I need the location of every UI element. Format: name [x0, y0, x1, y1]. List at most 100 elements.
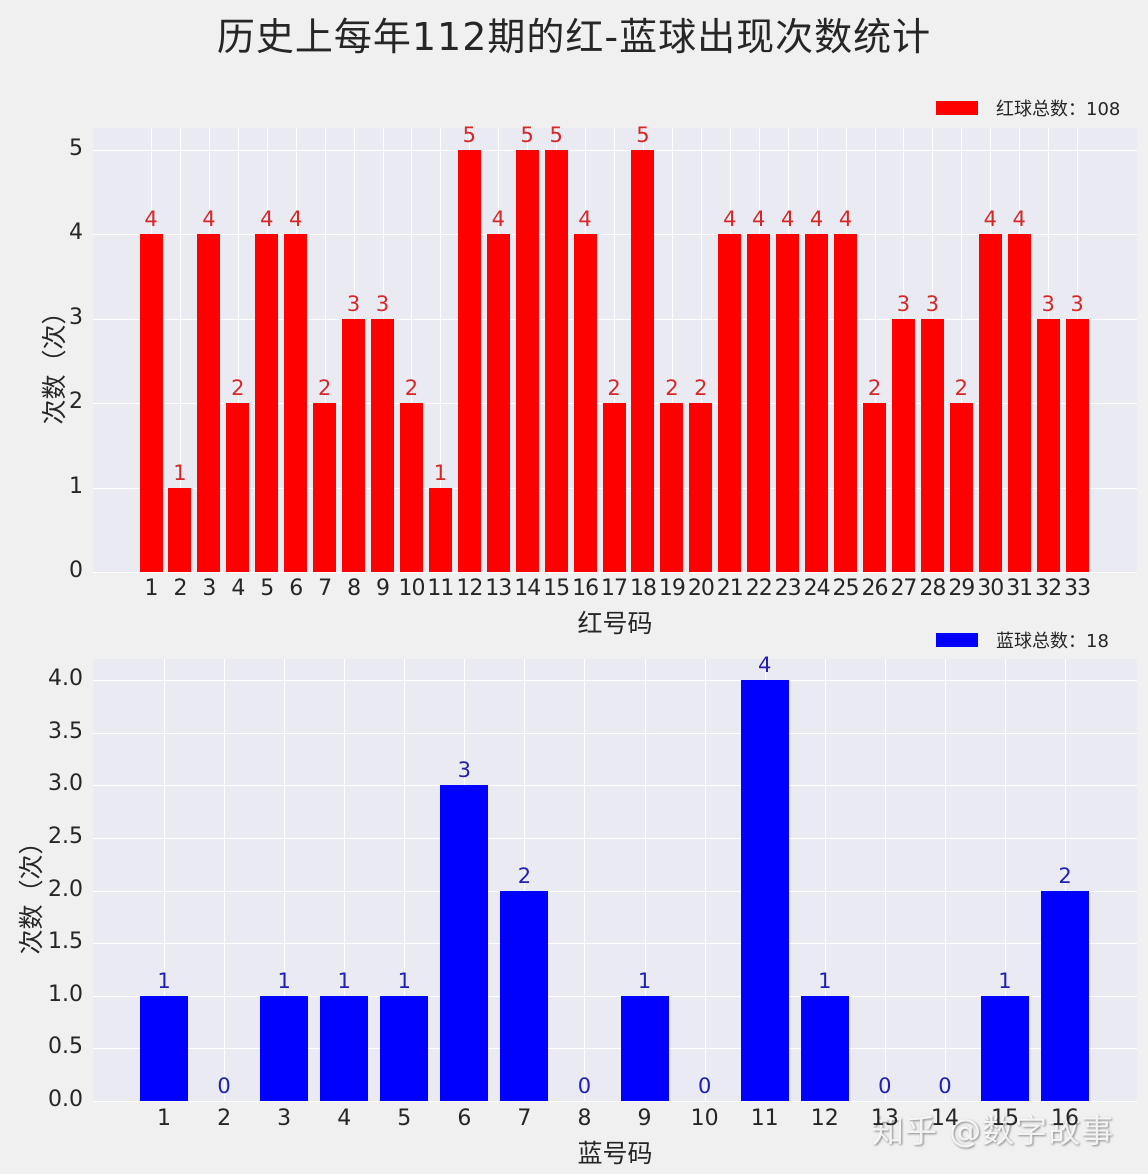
blue-bar: [800, 995, 849, 1101]
blue-bar-value-label: 1: [337, 968, 351, 993]
red-bar-value-label: 4: [809, 207, 824, 232]
red-x-tick: 8: [347, 576, 361, 601]
red-bar-value-label: 2: [694, 376, 708, 401]
red-gridline-v: [700, 128, 702, 572]
blue-gridline-h: [93, 1101, 1137, 1102]
red-bar: [891, 318, 915, 572]
red-bar: [371, 318, 395, 572]
red-x-tick: 19: [658, 576, 686, 601]
figure-title: 历史上每年112期的红-蓝球出现次数统计: [216, 15, 932, 59]
red-bar-value-label: 5: [520, 123, 534, 147]
blue-legend: 蓝球总数：18: [936, 627, 1109, 653]
blue-x-tick: 11: [750, 1106, 779, 1131]
red-x-tick: 23: [774, 576, 802, 601]
red-gridline-h: [93, 572, 1137, 573]
red-bar: [718, 234, 742, 572]
blue-bar: [620, 995, 669, 1101]
blue-bar-value-label: 0: [878, 1074, 892, 1098]
blue-gridline-v: [824, 659, 826, 1101]
red-gridline-v: [874, 128, 876, 572]
blue-y-tick: 0.0: [48, 1087, 83, 1112]
red-x-tick: 3: [202, 576, 216, 601]
red-x-tick: 20: [687, 576, 715, 601]
blue-gridline-h: [93, 890, 1137, 892]
red-y-tick: 0: [69, 558, 83, 583]
blue-y-tick: 2.5: [48, 823, 83, 849]
blue-gridline-h: [93, 943, 1137, 945]
red-bar-value-label: 4: [144, 207, 158, 232]
red-x-axis-label: 红号码: [577, 609, 653, 638]
blue-x-axis-label: 蓝号码: [577, 1139, 653, 1168]
red-x-tick: 29: [948, 576, 975, 601]
red-y-tick: 5: [69, 136, 83, 161]
red-bar: [949, 403, 973, 572]
blue-x-tick: 3: [277, 1106, 292, 1131]
red-bar: [631, 150, 655, 572]
red-bar-value-label: 2: [665, 376, 679, 401]
blue-x-tick: 5: [397, 1106, 412, 1131]
blue-bar: [320, 995, 369, 1101]
red-x-tick: 15: [543, 576, 570, 601]
blue-gridline-v: [344, 659, 346, 1101]
red-bar: [805, 234, 829, 572]
blue-gridline-v: [224, 659, 226, 1101]
red-bar-value-label: 4: [723, 207, 737, 232]
red-y-tick: 4: [69, 220, 83, 246]
red-ball-plot-area: [93, 128, 1137, 573]
red-y-tick: 3: [69, 304, 83, 330]
red-bar: [197, 234, 221, 572]
red-bar-value-label: 1: [173, 460, 187, 485]
blue-bar: [500, 890, 549, 1101]
red-bar-value-label: 5: [462, 123, 477, 147]
red-x-tick: 27: [890, 576, 917, 601]
red-bar-value-label: 4: [780, 207, 795, 232]
red-bar: [399, 403, 423, 572]
red-gridline-v: [961, 128, 963, 572]
blue-gridline-h: [93, 785, 1137, 787]
red-bar: [863, 403, 886, 572]
red-x-tick: 28: [919, 576, 946, 601]
red-gridline-v: [671, 128, 673, 572]
red-bar: [515, 150, 539, 572]
red-bar-value-label: 3: [925, 291, 940, 316]
red-x-tick: 21: [716, 576, 744, 601]
red-bar-value-label: 4: [578, 207, 592, 232]
blue-bar: [260, 995, 309, 1101]
red-x-tick: 6: [289, 576, 303, 601]
blue-x-tick: 7: [517, 1106, 532, 1131]
blue-x-tick: 10: [690, 1106, 719, 1131]
red-x-tick: 32: [1035, 576, 1062, 601]
red-bar-value-label: 1: [433, 460, 448, 485]
red-gridline-v: [440, 128, 442, 572]
red-bar: [486, 234, 510, 572]
red-x-tick: 18: [629, 576, 657, 601]
blue-x-tick: 13: [870, 1106, 899, 1131]
blue-gridline-h: [93, 995, 1137, 997]
red-bar-value-label: 4: [491, 207, 505, 232]
blue-x-tick: 16: [1051, 1106, 1080, 1131]
red-bar: [1065, 318, 1089, 572]
blue-y-tick: 3.5: [48, 718, 83, 744]
blue-ball-plot-area: [93, 659, 1137, 1102]
blue-bar-value-label: 0: [938, 1074, 952, 1098]
red-bar-value-label: 4: [983, 207, 997, 232]
red-x-tick: 13: [485, 576, 512, 601]
blue-bar-value-label: 2: [517, 863, 532, 888]
blue-gridline-v: [524, 659, 526, 1101]
blue-bar-value-label: 0: [697, 1074, 712, 1098]
blue-gridline-h: [93, 1048, 1137, 1050]
blue-gridline-h: [93, 837, 1137, 839]
red-bar: [776, 234, 800, 572]
red-bar-value-label: 3: [1070, 291, 1084, 316]
blue-gridline-v: [164, 659, 165, 1101]
blue-x-tick: 4: [337, 1106, 352, 1131]
red-x-tick: 16: [572, 576, 599, 601]
red-bar: [428, 487, 452, 572]
red-bar: [255, 234, 279, 572]
red-bar-value-label: 2: [867, 376, 882, 401]
red-x-tick: 1: [144, 576, 159, 601]
red-bar: [139, 234, 163, 572]
blue-gridline-v: [944, 659, 946, 1101]
blue-bar-value-label: 3: [457, 758, 472, 783]
red-bar-value-label: 3: [896, 291, 911, 316]
